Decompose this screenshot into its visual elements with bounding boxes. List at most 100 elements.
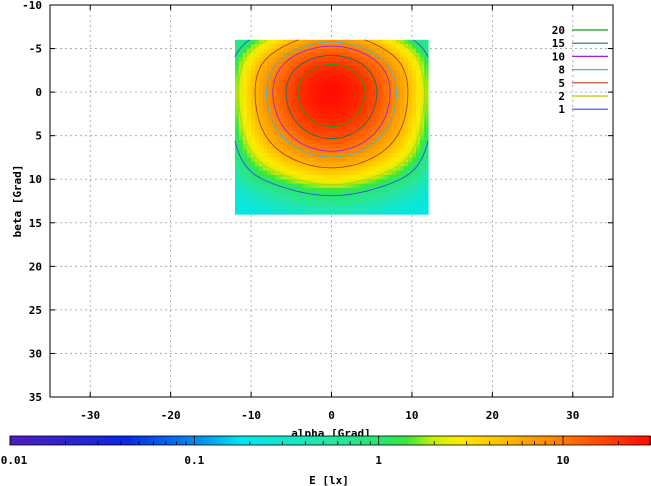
heatmap-cell	[375, 179, 381, 185]
heatmap-cell	[363, 57, 369, 63]
heatmap-cell	[239, 205, 244, 211]
heatmap-cell	[315, 174, 321, 180]
heatmap-cell	[263, 126, 268, 132]
heatmap-cell	[411, 61, 417, 67]
heatmap-cell	[359, 83, 365, 89]
colorbar-segment	[413, 436, 418, 445]
heatmap-cell	[299, 44, 304, 50]
heatmap-cell	[283, 74, 288, 80]
colorbar-segment	[631, 436, 636, 445]
heatmap-cell	[279, 48, 284, 54]
heatmap-cell	[311, 109, 317, 115]
heatmap-cell	[383, 118, 389, 124]
heatmap-cell	[347, 140, 353, 145]
heatmap-cell	[307, 174, 312, 180]
heatmap-cell	[267, 153, 272, 159]
heatmap-cell	[423, 48, 429, 54]
heatmap-cell	[295, 179, 300, 185]
heatmap-cell	[283, 87, 288, 93]
heatmap-cell	[291, 61, 296, 67]
heatmap-cell	[407, 100, 413, 106]
heatmap-cell	[367, 87, 373, 93]
heatmap-cell	[351, 65, 357, 71]
heatmap-cell	[335, 126, 341, 132]
heatmap-cell	[355, 92, 361, 98]
heatmap-cell	[319, 70, 325, 76]
heatmap-cell	[247, 174, 252, 180]
heatmap-cell	[247, 105, 252, 111]
heatmap-cell	[391, 100, 397, 106]
heatmap-cell	[423, 39, 429, 45]
heatmap-cell	[299, 74, 304, 80]
heatmap-cell	[407, 39, 413, 45]
heatmap-cell	[395, 201, 401, 206]
heatmap-cell	[367, 205, 373, 211]
colorbar-tick-label: 0.1	[184, 454, 204, 467]
heatmap-cell	[275, 135, 280, 141]
colorbar-segment	[330, 436, 335, 445]
heatmap-cell	[243, 209, 248, 215]
heatmap-cell	[247, 148, 252, 154]
heatmap-cell	[347, 122, 353, 128]
colorbar-segment	[465, 436, 469, 445]
heatmap-cell	[371, 179, 377, 185]
heatmap-cell	[387, 183, 393, 189]
heatmap-cell	[355, 39, 361, 45]
colorbar-segment	[54, 436, 59, 445]
heatmap-cell	[347, 48, 353, 54]
heatmap-cell	[379, 126, 385, 132]
heatmap-cell	[371, 61, 377, 67]
heatmap-cell	[271, 170, 276, 176]
x-axis-ticks: -30 -20 -10 0 10 20 30	[80, 5, 579, 422]
heatmap-cell	[351, 153, 357, 159]
heatmap-cell	[403, 205, 409, 211]
heatmap-cell	[319, 61, 325, 67]
heatmap-cell	[339, 187, 345, 193]
heatmap-cell	[383, 205, 389, 211]
heatmap-cell	[375, 122, 381, 128]
heatmap-cell	[423, 209, 429, 215]
heatmap-cell	[415, 109, 421, 115]
heatmap-cell	[335, 144, 341, 150]
heatmap-cell	[359, 126, 365, 132]
heatmap-cell	[239, 153, 244, 159]
heatmap-cell	[347, 148, 353, 154]
heatmap-cell	[351, 170, 357, 176]
heatmap-cell	[315, 113, 321, 119]
heatmap-cell	[399, 153, 405, 159]
heatmap-cell	[403, 92, 409, 98]
heatmap-cell	[303, 183, 308, 189]
heatmap-cell	[391, 52, 397, 58]
heatmap-cell	[255, 166, 260, 172]
colorbar-segment	[368, 436, 373, 445]
heatmap-cell	[423, 135, 429, 141]
heatmap-cell	[311, 196, 317, 202]
heatmap-cell	[339, 166, 345, 172]
heatmap-cell	[291, 148, 296, 154]
heatmap-cell	[267, 61, 272, 67]
heatmap-cell	[339, 79, 345, 84]
heatmap-cell	[395, 48, 401, 54]
heatmap-cell	[255, 65, 260, 71]
heatmap-cell	[239, 79, 244, 84]
heatmap-cell	[243, 83, 248, 89]
heatmap-cell	[283, 196, 288, 202]
heatmap-cell	[399, 183, 405, 189]
heatmap-cell	[323, 153, 329, 159]
heatmap-cell	[259, 161, 264, 167]
heatmap-cell	[367, 79, 373, 84]
heatmap-cell	[234, 39, 240, 45]
heatmap-cell	[387, 126, 393, 132]
heatmap-cell	[311, 187, 317, 193]
heatmap-cell	[303, 135, 308, 141]
heatmap-cell	[287, 196, 292, 202]
heatmap-cell	[315, 148, 321, 154]
heatmap-cell	[387, 39, 393, 45]
colorbar-segment	[602, 436, 607, 445]
heatmap-cell	[375, 79, 381, 84]
heatmap-cell	[323, 157, 329, 163]
heatmap-cell	[411, 83, 417, 89]
heatmap-cell	[263, 109, 268, 115]
heatmap-cell	[395, 183, 401, 189]
